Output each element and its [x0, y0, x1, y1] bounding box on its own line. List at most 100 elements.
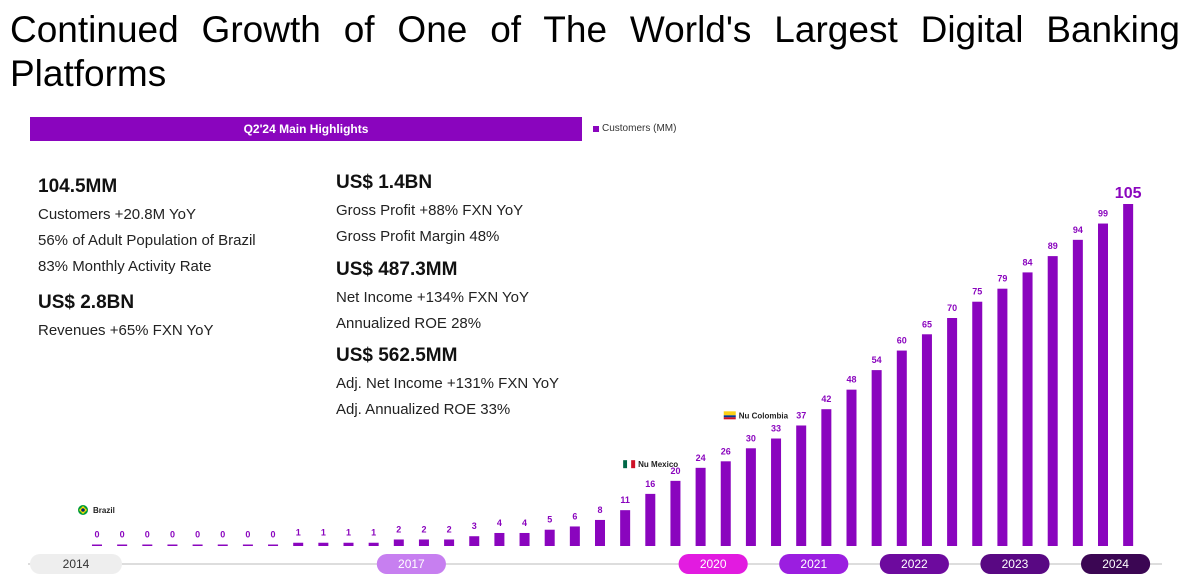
- metric-line: Revenues +65% FXN YoY: [38, 322, 214, 339]
- bar: [921, 334, 932, 546]
- bar-value-label: 0: [170, 530, 175, 540]
- bar-value-label: 1: [371, 528, 376, 538]
- metric-line: Adj. Annualized ROE 33%: [336, 401, 511, 418]
- bar: [444, 539, 455, 546]
- year-label: 2017: [398, 557, 425, 571]
- bar: [569, 526, 580, 546]
- bar: [217, 544, 228, 546]
- bar-value-label: 0: [271, 530, 276, 540]
- year-pill: [879, 554, 949, 574]
- bar: [972, 301, 983, 546]
- metric-line: Gross Profit Margin 48%: [336, 228, 500, 245]
- year-label: 2014: [63, 557, 90, 571]
- bar-value-label: 0: [245, 530, 250, 540]
- legend-swatch: [593, 125, 599, 132]
- bar-value-label: 89: [1048, 241, 1058, 251]
- bar: [268, 544, 279, 546]
- bar: [1047, 256, 1058, 546]
- bar-value-label: 60: [897, 336, 907, 346]
- bar: [242, 544, 253, 546]
- bar-value-label: 75: [972, 287, 982, 297]
- metric-revenues: US$ 2.8BN Revenues +65% FXN YoY: [38, 292, 214, 344]
- bar: [947, 318, 958, 546]
- bar-value-label: 3: [472, 521, 477, 531]
- metric-line: Net Income +134% FXN YoY: [336, 289, 530, 306]
- bar: [846, 389, 857, 546]
- bar: [695, 467, 706, 546]
- colombia-flag-icon: [723, 411, 736, 416]
- bar-value-label: 1: [346, 528, 351, 538]
- metric-line: 83% Monthly Activity Rate: [38, 258, 212, 275]
- bar-value-label: 30: [746, 433, 756, 443]
- year-pill: [678, 554, 748, 574]
- bar: [293, 542, 304, 546]
- year-pill: [980, 554, 1050, 574]
- bar-value-label: 11: [620, 495, 630, 505]
- bar: [192, 544, 203, 546]
- bar-value-label: 26: [721, 446, 731, 456]
- year-pill: [30, 554, 122, 574]
- bar-value-label: 99: [1098, 209, 1108, 219]
- bar-value-label: 0: [195, 530, 200, 540]
- bar-value-label: 33: [771, 424, 781, 434]
- bar-value-label: 4: [522, 518, 527, 528]
- bar: [92, 544, 102, 546]
- bar-value-label: 4: [497, 518, 502, 528]
- bar: [418, 539, 429, 546]
- metric-value: US$ 562.5MM: [336, 345, 458, 366]
- bar: [796, 425, 807, 546]
- market-label: Nu Mexico: [638, 460, 678, 469]
- year-label: 2021: [800, 557, 827, 571]
- metric-value: 104.5MM: [38, 176, 118, 197]
- bar-value-label: 105: [1115, 185, 1142, 202]
- bar: [117, 544, 128, 546]
- market-label: Brazil: [93, 506, 115, 515]
- bar: [368, 542, 379, 546]
- metric-value: US$ 1.4BN: [336, 172, 433, 193]
- year-label: 2020: [700, 557, 727, 571]
- bar-value-label: 5: [547, 515, 552, 525]
- bar: [469, 536, 480, 546]
- metric-customers: 104.5MM Customers +20.8M YoY 56% of Adul…: [38, 176, 256, 280]
- slide-title: Continued Growth of One of The World's L…: [10, 9, 1180, 94]
- bar: [343, 542, 354, 546]
- bar-value-label: 2: [421, 524, 426, 534]
- bar-value-label: 16: [645, 479, 655, 489]
- bar-value-label: 1: [296, 528, 301, 538]
- mexico-flag-icon: [627, 460, 632, 469]
- year-label: 2024: [1102, 557, 1129, 571]
- bar-value-label: 70: [947, 303, 957, 313]
- bar: [519, 532, 530, 546]
- bar-value-label: 94: [1073, 225, 1083, 235]
- highlights-panel: Q2'24 Main Highlights Customers (MM) 104…: [0, 112, 1200, 586]
- bar: [821, 409, 832, 546]
- bar: [142, 544, 153, 546]
- bar: [544, 529, 555, 546]
- brazil-flag-icon: [81, 508, 85, 512]
- bar-value-label: 2: [396, 524, 401, 534]
- metric-gross-profit: US$ 1.4BN Gross Profit +88% FXN YoY Gros…: [336, 172, 523, 250]
- year-pill: [1081, 554, 1151, 574]
- legend-label: Customers (MM): [602, 123, 677, 134]
- bar: [1072, 239, 1083, 546]
- bar-value-label: 24: [696, 453, 706, 463]
- bar-value-label: 6: [572, 511, 577, 521]
- bar: [771, 438, 782, 546]
- metric-value: US$ 487.3MM: [336, 259, 458, 280]
- colombia-flag-icon: [723, 417, 736, 420]
- metric-line: Adj. Net Income +131% FXN YoY: [336, 375, 560, 392]
- bar: [1123, 204, 1134, 546]
- colombia-flag-icon: [723, 415, 736, 418]
- bar-value-label: 0: [220, 530, 225, 540]
- market-annotation: Nu Colombia: [723, 411, 789, 420]
- customers-bar-chart: 0 0 0 0 0 0 0 0 1 1 1 1 2 2 2 3 4 4 5 681116202426303337424…: [28, 185, 1162, 574]
- year-pill: [779, 554, 849, 574]
- bar-value-label: 84: [1023, 257, 1033, 267]
- metric-line: 56% of Adult Population of Brazil: [38, 232, 256, 249]
- market-label: Nu Colombia: [739, 411, 789, 420]
- metric-adj-net-income: US$ 562.5MM Adj. Net Income +131% FXN Yo…: [336, 345, 559, 423]
- metric-line: Annualized ROE 28%: [336, 315, 482, 332]
- year-pill: [376, 554, 446, 574]
- bar-value-label: 1: [321, 528, 326, 538]
- highlights-header: Q2'24 Main Highlights: [30, 117, 582, 141]
